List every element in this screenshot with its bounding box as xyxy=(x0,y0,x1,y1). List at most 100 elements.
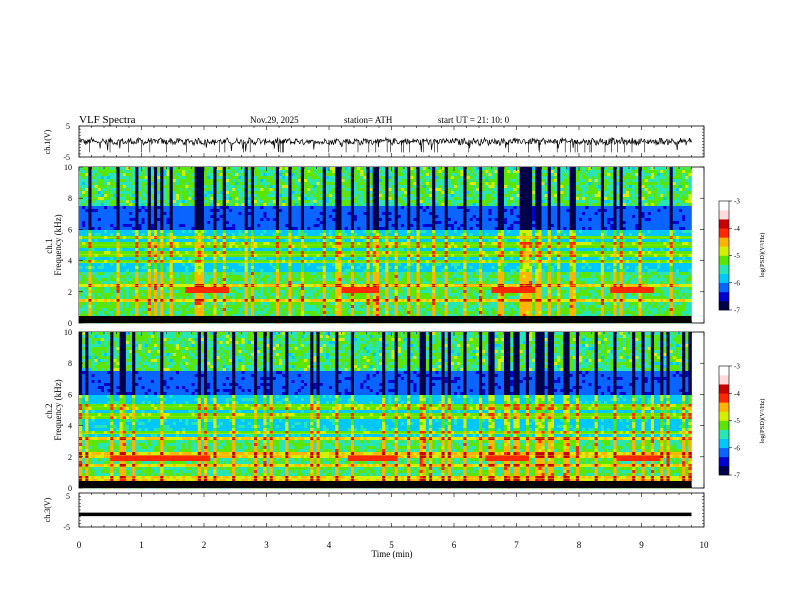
spectrogram-cell xyxy=(92,197,95,200)
spectrogram-cell xyxy=(420,224,423,227)
spectrogram-cell xyxy=(495,170,498,173)
spectrogram-cell xyxy=(635,197,638,200)
spectrogram-cell xyxy=(145,170,148,173)
spectrogram-cell xyxy=(667,194,670,197)
spectrogram-cell xyxy=(404,233,407,236)
spectrogram-cell xyxy=(301,218,304,221)
spectrogram-cell xyxy=(157,176,160,179)
spectrogram-cell xyxy=(442,230,445,233)
spectrogram-cell xyxy=(617,200,620,203)
spectrogram-cell xyxy=(213,203,216,206)
spectrogram-cell xyxy=(285,221,288,224)
spectrogram-cell xyxy=(595,173,598,176)
spectrogram-cell xyxy=(473,209,476,212)
spectrogram-cell xyxy=(498,212,501,215)
spectrogram-cell xyxy=(217,197,220,200)
spectrogram-cell xyxy=(229,173,232,176)
spectrogram-cell xyxy=(388,176,391,179)
spectrogram-cell xyxy=(576,200,579,203)
spectrogram-cell xyxy=(107,221,110,224)
spectrogram-cell xyxy=(354,203,357,206)
spectrogram-cell xyxy=(323,221,326,224)
spectrogram-cell xyxy=(251,170,254,173)
spectrogram-cell xyxy=(485,200,488,203)
spectrogram-cell xyxy=(429,233,432,236)
spectrogram-cell xyxy=(79,173,82,176)
spectrogram-cell xyxy=(104,170,107,173)
spectrogram-cell xyxy=(145,194,148,197)
spectrogram-cell xyxy=(520,227,523,230)
spectrogram-cell xyxy=(248,173,251,176)
spectrogram-cell xyxy=(635,203,638,206)
spectrogram-cell xyxy=(251,236,254,239)
spectrogram-cell xyxy=(295,239,298,242)
spectrogram-cell xyxy=(198,182,201,185)
spectrogram-cell xyxy=(454,167,457,170)
spectrogram-cell xyxy=(148,194,151,197)
spectrogram-cell xyxy=(88,230,91,233)
spectrogram-cell xyxy=(576,215,579,218)
spectrogram-cell xyxy=(185,191,188,194)
spectrogram-cell xyxy=(460,236,463,239)
spectrogram-cell xyxy=(173,236,176,239)
spectrogram-cell xyxy=(157,221,160,224)
spectrogram-cell xyxy=(263,239,266,242)
spectrogram-cell xyxy=(463,197,466,200)
spectrogram-cell xyxy=(198,176,201,179)
spectrogram-cell xyxy=(557,233,560,236)
spectrogram-cell xyxy=(263,206,266,209)
spectrogram-cell xyxy=(510,227,513,230)
spectrogram-cell xyxy=(398,185,401,188)
spectrogram-cell xyxy=(670,182,673,185)
spectrogram-cell xyxy=(279,239,282,242)
spectrogram-cell xyxy=(313,218,316,221)
spectrogram-cell xyxy=(476,200,479,203)
spectrogram-cell xyxy=(642,230,645,233)
spectrogram-cell xyxy=(620,206,623,209)
spectrogram-cell xyxy=(488,218,491,221)
spectrogram-cell xyxy=(301,209,304,212)
spectrogram-cell xyxy=(332,176,335,179)
spectrogram-cell xyxy=(488,170,491,173)
spectrogram-cell xyxy=(357,215,360,218)
spectrogram-cell xyxy=(570,191,573,194)
spectrogram-cell xyxy=(626,179,629,182)
spectrogram-cell xyxy=(545,188,548,191)
spectrogram-cell xyxy=(548,197,551,200)
spectrogram-cell xyxy=(148,212,151,215)
spectrogram-cell xyxy=(467,173,470,176)
spectrogram-cell xyxy=(504,212,507,215)
spectrogram-cell xyxy=(454,212,457,215)
spectrogram-cell xyxy=(95,167,98,170)
spectrogram-cell xyxy=(292,236,295,239)
spectrogram-cell xyxy=(426,203,429,206)
spectrogram-cell xyxy=(557,236,560,239)
spectrogram-cell xyxy=(610,236,613,239)
spectrogram-cell xyxy=(323,173,326,176)
spectrogram-cell xyxy=(270,182,273,185)
spectrogram-cell xyxy=(192,218,195,221)
spectrogram-cell xyxy=(229,239,232,242)
spectrogram-cell xyxy=(435,182,438,185)
spectrogram-cell xyxy=(276,179,279,182)
spectrogram-cell xyxy=(179,233,182,236)
spectrogram-cell xyxy=(323,209,326,212)
spectrogram-cell xyxy=(201,215,204,218)
spectrogram-cell xyxy=(342,206,345,209)
spectrogram-cell xyxy=(142,218,145,221)
spectrogram-cell xyxy=(529,206,532,209)
spectrogram-cell xyxy=(367,185,370,188)
spectrogram-cell xyxy=(132,230,135,233)
spectrogram-cell xyxy=(263,173,266,176)
spectrogram-cell xyxy=(479,176,482,179)
spectrogram-cell xyxy=(182,200,185,203)
spectrogram-cell xyxy=(376,239,379,242)
spectrogram-cell xyxy=(267,170,270,173)
spectrogram-cell xyxy=(598,212,601,215)
spectrogram-cell xyxy=(526,191,529,194)
spectrogram-cell xyxy=(688,206,691,209)
spectrogram-cell xyxy=(545,167,548,170)
spectrogram-cell xyxy=(98,221,101,224)
spectrogram-cell xyxy=(104,215,107,218)
spectrogram-cell xyxy=(232,215,235,218)
